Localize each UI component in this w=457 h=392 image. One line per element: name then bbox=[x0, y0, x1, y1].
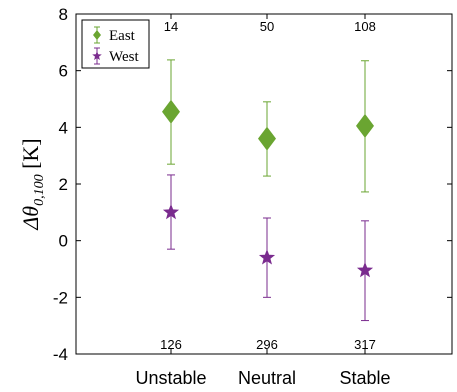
x-axis-ticks: Unstable Neutral Stable bbox=[135, 14, 391, 388]
y-tick-label: 4 bbox=[59, 118, 68, 137]
sample-count-label: 108 bbox=[354, 19, 376, 34]
legend: East West bbox=[81, 19, 150, 69]
series-west: 126 296 317 bbox=[160, 174, 376, 352]
data-point bbox=[356, 113, 374, 138]
data-marks: 14 50 108 126 296 317 bbox=[160, 19, 376, 352]
y-axis-ticks: -4 -2 0 2 4 6 8 bbox=[53, 5, 452, 364]
data-point bbox=[258, 126, 276, 151]
series-east: 14 50 108 bbox=[162, 19, 376, 193]
sample-count-label: 296 bbox=[256, 337, 278, 352]
sample-count-label: 317 bbox=[354, 337, 376, 352]
sample-count-label: 14 bbox=[164, 19, 178, 34]
y-tick-label: 0 bbox=[59, 232, 68, 251]
legend-marker bbox=[93, 30, 101, 40]
data-point bbox=[162, 99, 180, 124]
x-tick-label: Unstable bbox=[135, 368, 206, 388]
y-tick-label: 8 bbox=[59, 5, 68, 24]
legend-box bbox=[81, 19, 150, 69]
y-tick-label: 2 bbox=[59, 175, 68, 194]
legend-label: West bbox=[109, 49, 139, 65]
legend-label: East bbox=[109, 28, 136, 44]
y-tick-label: -2 bbox=[53, 288, 68, 307]
data-point bbox=[356, 261, 374, 278]
sample-count-label: 50 bbox=[260, 19, 274, 34]
y-tick-label: 6 bbox=[59, 62, 68, 81]
y-tick-label: -4 bbox=[53, 345, 68, 364]
x-tick-label: Stable bbox=[339, 368, 390, 388]
y-axis-title: Δθ0,100 [K] bbox=[18, 138, 47, 230]
sample-count-label: 126 bbox=[160, 337, 182, 352]
data-point bbox=[162, 203, 180, 220]
data-point bbox=[258, 249, 276, 265]
y-axis-label: Δθ0,100 [K] bbox=[18, 138, 47, 230]
x-tick-label: Neutral bbox=[238, 368, 296, 388]
legend-marker bbox=[92, 51, 102, 61]
